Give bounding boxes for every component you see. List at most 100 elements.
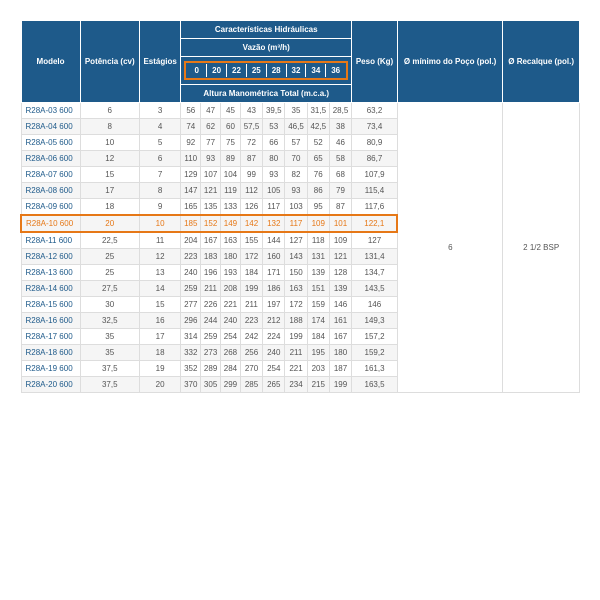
cell-value: 58 bbox=[329, 151, 351, 167]
flow-value-cell: 0 bbox=[187, 64, 207, 77]
cell-value: 68 bbox=[329, 167, 351, 183]
cell-value: 370 bbox=[181, 377, 201, 393]
cell-value: 31,5 bbox=[307, 103, 329, 119]
cell-potencia: 37,5 bbox=[80, 361, 139, 377]
cell-model: R28A-05 600 bbox=[21, 135, 80, 151]
header-peso: Peso (Kg) bbox=[352, 21, 398, 103]
cell-value: 195 bbox=[307, 345, 329, 361]
cell-model: R28A-14 600 bbox=[21, 281, 80, 297]
cell-value: 117 bbox=[285, 215, 307, 232]
cell-value: 35 bbox=[285, 103, 307, 119]
cell-value: 273 bbox=[201, 345, 221, 361]
cell-value: 199 bbox=[329, 377, 351, 393]
cell-value: 109 bbox=[329, 232, 351, 249]
cell-model: R28A-09 600 bbox=[21, 199, 80, 216]
cell-potencia: 6 bbox=[80, 103, 139, 119]
cell-potencia: 10 bbox=[80, 135, 139, 151]
cell-potencia: 30 bbox=[80, 297, 139, 313]
cell-value: 180 bbox=[329, 345, 351, 361]
cell-value: 165 bbox=[181, 199, 201, 216]
cell-estagios: 19 bbox=[139, 361, 180, 377]
cell-value: 142 bbox=[240, 215, 262, 232]
cell-value: 52 bbox=[307, 135, 329, 151]
cell-value: 186 bbox=[263, 281, 285, 297]
cell-value: 132 bbox=[263, 215, 285, 232]
cell-value: 226 bbox=[201, 297, 221, 313]
flow-value-cell: 25 bbox=[247, 64, 267, 77]
cell-value: 188 bbox=[285, 313, 307, 329]
cell-estagios: 7 bbox=[139, 167, 180, 183]
cell-value: 242 bbox=[240, 329, 262, 345]
table-row: R28A-03 600635647454339,53531,528,563,26… bbox=[21, 103, 580, 119]
cell-model: R28A-04 600 bbox=[21, 119, 80, 135]
cell-value: 163 bbox=[221, 232, 241, 249]
cell-value: 224 bbox=[263, 329, 285, 345]
cell-value: 171 bbox=[263, 265, 285, 281]
cell-value: 105 bbox=[263, 183, 285, 199]
cell-value: 121 bbox=[201, 183, 221, 199]
cell-diam-poco: 6 bbox=[397, 103, 502, 393]
cell-model: R28A-16 600 bbox=[21, 313, 80, 329]
cell-estagios: 16 bbox=[139, 313, 180, 329]
cell-value: 74 bbox=[181, 119, 201, 135]
header-modelo: Modelo bbox=[21, 21, 80, 103]
header-flow-values: 020222528323436 bbox=[181, 57, 352, 85]
cell-value: 199 bbox=[240, 281, 262, 297]
cell-potencia: 25 bbox=[80, 249, 139, 265]
cell-value: 270 bbox=[240, 361, 262, 377]
cell-value: 277 bbox=[181, 297, 201, 313]
cell-potencia: 35 bbox=[80, 329, 139, 345]
cell-value: 199 bbox=[285, 329, 307, 345]
cell-potencia: 8 bbox=[80, 119, 139, 135]
cell-value: 118 bbox=[307, 232, 329, 249]
cell-value: 107 bbox=[201, 167, 221, 183]
cell-value: 82 bbox=[285, 167, 307, 183]
cell-value: 332 bbox=[181, 345, 201, 361]
flow-value-cell: 28 bbox=[267, 64, 287, 77]
cell-value: 150 bbox=[285, 265, 307, 281]
cell-peso: 146 bbox=[352, 297, 398, 313]
cell-value: 265 bbox=[263, 377, 285, 393]
cell-value: 285 bbox=[240, 377, 262, 393]
cell-value: 119 bbox=[221, 183, 241, 199]
cell-estagios: 20 bbox=[139, 377, 180, 393]
cell-model: R28A-12 600 bbox=[21, 249, 80, 265]
cell-peso: 134,7 bbox=[352, 265, 398, 281]
cell-value: 117 bbox=[263, 199, 285, 216]
cell-value: 75 bbox=[221, 135, 241, 151]
cell-value: 104 bbox=[221, 167, 241, 183]
cell-value: 47 bbox=[201, 103, 221, 119]
cell-value: 72 bbox=[240, 135, 262, 151]
cell-estagios: 11 bbox=[139, 232, 180, 249]
header-diam-poco: Ø mínimo do Poço (pol.) bbox=[397, 21, 502, 103]
cell-model: R28A-20 600 bbox=[21, 377, 80, 393]
cell-value: 89 bbox=[221, 151, 241, 167]
cell-value: 203 bbox=[307, 361, 329, 377]
cell-value: 42,5 bbox=[307, 119, 329, 135]
cell-model: R28A-13 600 bbox=[21, 265, 80, 281]
cell-peso: 159,2 bbox=[352, 345, 398, 361]
cell-peso: 149,3 bbox=[352, 313, 398, 329]
cell-peso: 161,3 bbox=[352, 361, 398, 377]
cell-potencia: 37,5 bbox=[80, 377, 139, 393]
cell-value: 95 bbox=[307, 199, 329, 216]
flow-value-cell: 32 bbox=[287, 64, 307, 77]
cell-model: R28A-07 600 bbox=[21, 167, 80, 183]
cell-value: 212 bbox=[263, 313, 285, 329]
cell-value: 45 bbox=[221, 103, 241, 119]
cell-value: 184 bbox=[307, 329, 329, 345]
cell-value: 79 bbox=[329, 183, 351, 199]
cell-estagios: 8 bbox=[139, 183, 180, 199]
cell-peso: 80,9 bbox=[352, 135, 398, 151]
cell-peso: 86,7 bbox=[352, 151, 398, 167]
cell-value: 109 bbox=[307, 215, 329, 232]
cell-value: 62 bbox=[201, 119, 221, 135]
cell-value: 46,5 bbox=[285, 119, 307, 135]
cell-model: R28A-18 600 bbox=[21, 345, 80, 361]
cell-value: 60 bbox=[221, 119, 241, 135]
cell-value: 127 bbox=[285, 232, 307, 249]
cell-estagios: 18 bbox=[139, 345, 180, 361]
cell-value: 208 bbox=[221, 281, 241, 297]
cell-value: 299 bbox=[221, 377, 241, 393]
cell-model: R28A-10 600 bbox=[21, 215, 80, 232]
